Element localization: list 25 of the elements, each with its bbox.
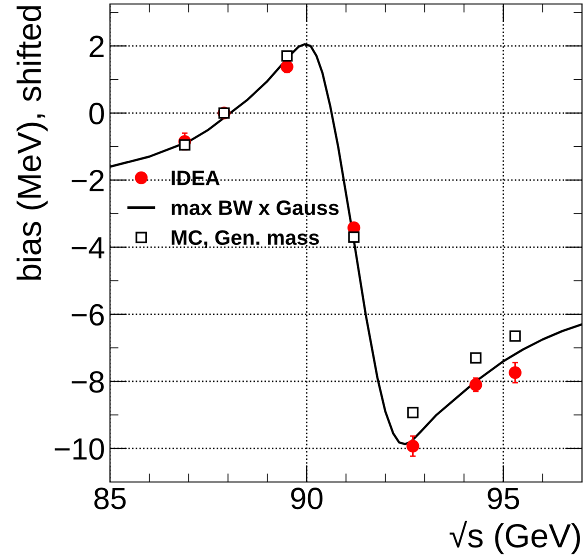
point	[508, 366, 522, 380]
point	[348, 231, 360, 243]
point	[407, 406, 419, 418]
legend-label: MC, Gen. mass	[172, 230, 319, 248]
y-tick-label: −10	[54, 438, 104, 460]
point	[509, 330, 521, 342]
point	[469, 378, 482, 392]
y-tick-label: 0	[89, 102, 104, 124]
legend-label: IDEA	[172, 170, 220, 186]
x-tick-label: 85	[94, 488, 126, 510]
x-tick-label: 95	[488, 488, 520, 510]
legend-label: max BW x Gauss	[172, 200, 339, 216]
x-axis-title: √s (GeV)	[450, 520, 580, 554]
y-tick-label: −2	[72, 170, 104, 192]
x-tick-label: 90	[291, 488, 322, 510]
y-tick-label: 2	[90, 36, 104, 57]
y-tick-label: −6	[72, 304, 104, 326]
y-axis-title: bias (MeV), shifted	[16, 6, 48, 280]
point	[470, 352, 482, 364]
y-tick-label: −4	[72, 237, 104, 258]
point	[280, 60, 294, 74]
point	[179, 139, 190, 151]
point	[406, 440, 420, 452]
point	[281, 50, 293, 62]
y-tick-label: −8	[72, 371, 104, 393]
